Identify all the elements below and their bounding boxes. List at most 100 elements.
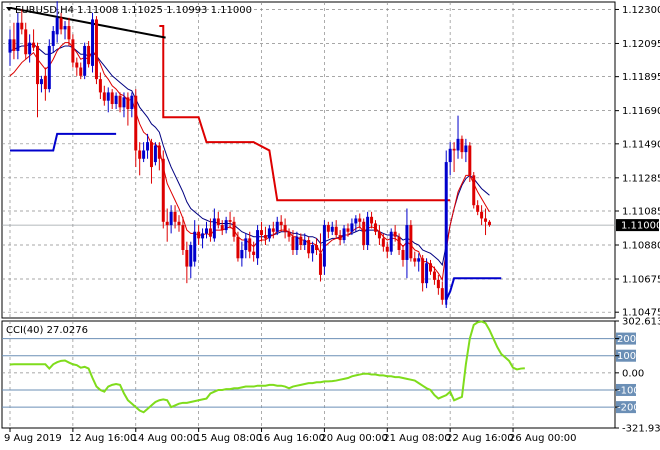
candle	[252, 241, 256, 262]
candle-body	[248, 238, 252, 252]
candle	[370, 211, 374, 229]
price-tick-label: 1.10475	[622, 308, 660, 319]
candle	[98, 72, 102, 100]
candle-body	[287, 231, 291, 237]
symbol-label: EURUSD,H4	[15, 5, 74, 16]
candle	[161, 150, 165, 229]
dropdown-triangle-icon[interactable]	[6, 7, 12, 11]
candle	[32, 29, 36, 51]
time-tick-label: 16 Aug 16:00	[258, 433, 325, 444]
candle-body	[464, 145, 468, 153]
candle	[401, 245, 405, 267]
candle	[173, 205, 177, 229]
candle	[169, 205, 173, 234]
candle	[456, 115, 460, 159]
candle	[413, 251, 417, 267]
candle	[476, 200, 480, 216]
candle	[130, 92, 134, 118]
candle	[126, 92, 130, 126]
time-tick-label: 26 Aug 00:00	[509, 433, 576, 444]
candle-body	[425, 263, 429, 284]
candle	[201, 228, 205, 249]
candle	[362, 218, 366, 250]
time-tick-label: 20 Aug 00:00	[320, 433, 387, 444]
candle	[181, 216, 185, 255]
candle-body	[55, 17, 59, 35]
candle-body	[71, 39, 75, 63]
candle-body	[252, 251, 256, 255]
candle	[244, 233, 248, 259]
price-tick-label: 1.12300	[622, 5, 660, 16]
candle-body	[460, 138, 464, 153]
price-tick-label: 1.11085	[622, 207, 660, 218]
candle-body	[440, 288, 444, 300]
trendline[interactable]	[9, 6, 166, 39]
candle-body	[189, 245, 193, 267]
candle	[122, 92, 126, 118]
candle-body	[346, 228, 350, 232]
candle-body	[291, 236, 295, 250]
candle-body	[212, 218, 216, 239]
candle	[260, 221, 264, 242]
candle	[228, 211, 232, 229]
candle-body	[161, 158, 165, 222]
candle	[275, 216, 279, 236]
candle	[256, 225, 260, 265]
candle	[118, 92, 122, 113]
time-tick-label: 12 Aug 16:00	[69, 433, 136, 444]
candle	[106, 87, 110, 113]
cci-tick-label: -200	[617, 403, 640, 414]
candle-body	[51, 31, 55, 46]
candle	[12, 22, 16, 60]
candle	[291, 230, 295, 255]
candle	[444, 150, 448, 309]
candle	[146, 133, 150, 159]
candle-body	[197, 231, 201, 239]
candle	[287, 228, 291, 242]
candle-body	[354, 218, 358, 224]
stepline-red	[159, 25, 451, 202]
candle-body	[16, 22, 20, 51]
candle	[381, 233, 385, 252]
candle-body	[181, 225, 185, 250]
candle-body	[370, 216, 374, 224]
candle-body	[240, 249, 244, 259]
candle	[8, 29, 12, 66]
candle-body	[444, 162, 448, 300]
candle-body	[480, 211, 484, 219]
candle-body	[102, 92, 106, 101]
candle	[436, 274, 440, 295]
candle	[283, 218, 287, 239]
candle	[39, 75, 43, 93]
candle-body	[322, 225, 326, 267]
time-tick-label: 9 Aug 2019	[4, 433, 62, 444]
candle	[102, 85, 106, 106]
candle-body	[326, 225, 330, 232]
candle-body	[193, 231, 197, 262]
candle	[28, 34, 32, 63]
candle	[91, 12, 95, 73]
candle-body	[421, 258, 425, 284]
candle-body	[315, 245, 319, 250]
candle	[87, 40, 91, 68]
candle-body	[36, 45, 40, 85]
candle	[389, 228, 393, 255]
candle	[346, 223, 350, 237]
candle	[318, 233, 322, 282]
candle-body	[149, 142, 153, 168]
candle	[36, 42, 40, 118]
candle-body	[28, 42, 32, 55]
candle-body	[429, 263, 433, 272]
candle-body	[63, 26, 67, 30]
candle	[138, 142, 142, 176]
candle	[452, 142, 456, 173]
candle	[248, 231, 252, 259]
candle-body	[401, 249, 405, 260]
candle	[110, 89, 114, 109]
candle-body	[417, 258, 421, 262]
candle-body	[208, 228, 212, 237]
candle	[236, 231, 240, 262]
candle	[59, 12, 63, 35]
cci-level-box	[616, 349, 636, 362]
